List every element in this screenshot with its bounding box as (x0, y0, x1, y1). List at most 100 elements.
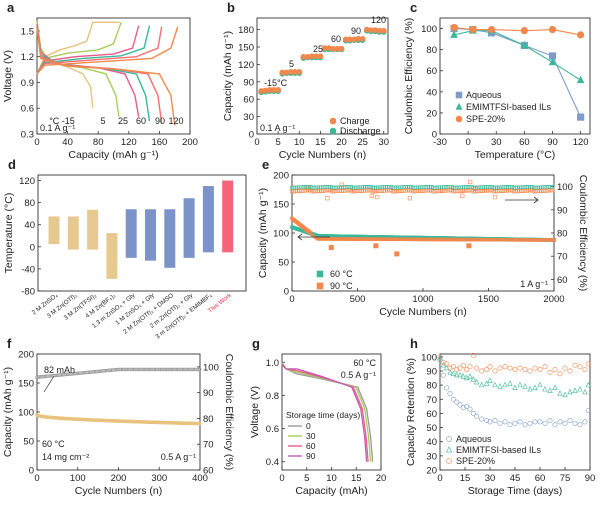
y-tick-label: 0 (284, 287, 289, 298)
data-point (567, 368, 573, 374)
data-point (562, 365, 568, 371)
data-point (517, 365, 523, 371)
ce-point (76, 371, 81, 375)
ce-point (60, 373, 65, 377)
ce-point (193, 367, 197, 372)
y-tick-label: 0 (30, 242, 35, 253)
data-point (577, 31, 585, 39)
series-line-charge (36, 26, 179, 75)
ce-point (178, 367, 182, 372)
data-point (547, 369, 553, 375)
y-axis-label: Coulombic Efficiency (%) (403, 18, 415, 135)
data-point (557, 371, 563, 377)
data-point (474, 413, 480, 419)
ce-point (78, 371, 82, 375)
y-tick-label: 70 (426, 395, 437, 406)
series-line (453, 30, 581, 81)
panel-letter: g (252, 336, 260, 351)
data-point (532, 384, 538, 391)
ce-point (90, 370, 94, 374)
ce-point (37, 375, 42, 379)
data-point (520, 40, 529, 49)
ce-point (141, 367, 146, 372)
x-tick-label: 5 (275, 137, 280, 148)
y-tick-label: 1.5 (21, 26, 34, 37)
ce-point (91, 370, 95, 374)
x-tick-label: 20 (336, 137, 347, 148)
y-tick-label: 100 (273, 229, 289, 240)
y-tick-label: 80 (24, 198, 35, 209)
panel-letter: b (227, 0, 235, 15)
data-point (450, 370, 457, 376)
data-point (577, 113, 585, 121)
temperature-annotation: 60 °C (42, 439, 65, 449)
panel-g: 0 5 10 15 20 0.4 0.6 0.8 1.0 g Capacity (mAh) Volta… (249, 336, 386, 497)
ce-point (185, 367, 190, 372)
charge-point (338, 45, 345, 52)
bar (222, 180, 234, 253)
y2-tick-label: 100 (557, 182, 573, 193)
data-point (437, 354, 443, 361)
data-point (502, 419, 508, 425)
ce-point (172, 367, 176, 372)
ce-point (80, 371, 84, 375)
data-point (537, 381, 543, 388)
capacity-outlier (394, 251, 400, 257)
data-point (532, 419, 538, 425)
panel-letter: h (410, 336, 418, 351)
data-point (522, 422, 528, 428)
y-tick-label: 0.6 (21, 104, 34, 115)
data-point (487, 26, 496, 34)
ce-point (58, 373, 62, 377)
legend-label: 90 (306, 451, 316, 461)
data-point (469, 26, 477, 34)
segment-label: -15°C (264, 78, 288, 88)
ce-point (65, 372, 70, 376)
plot-frame (37, 174, 247, 292)
ce-point (93, 369, 98, 374)
ce-point (136, 367, 141, 372)
ce-point (52, 373, 56, 378)
ce-point (183, 367, 187, 372)
data-point (527, 420, 533, 426)
data-point (450, 30, 458, 38)
segment-label: 120 (371, 15, 386, 25)
legend-marker (446, 436, 452, 442)
data-point (567, 417, 573, 423)
y-tick-label: 30 (426, 451, 437, 462)
ce-point (191, 367, 196, 372)
y-axis-label: Voltage (V) (2, 50, 14, 102)
y-tick-label: 90 (426, 366, 437, 377)
ce-point (179, 367, 183, 372)
panel-f: 0 100 200 300 400 0 50 100 150 200 60 70 80 90 100 f Cyc… (2, 336, 235, 497)
data-point (470, 352, 476, 358)
data-point (467, 406, 473, 412)
ce-point (169, 367, 174, 372)
data-point (492, 417, 498, 423)
data-point (527, 385, 533, 392)
ce-point (166, 367, 170, 372)
data-point (454, 399, 460, 405)
data-point (473, 378, 480, 385)
temperature-label: 120 (168, 116, 183, 126)
ce-point (103, 369, 108, 373)
y-tick-label: 150 (273, 200, 289, 211)
data-point (464, 367, 470, 373)
ce-point (167, 367, 171, 372)
data-point (552, 367, 558, 373)
ce-point (156, 367, 160, 372)
x-tick-label: 160 (151, 137, 167, 148)
rate-annotation: 0.1 A g⁻¹ (260, 123, 295, 133)
ce-point (173, 367, 177, 372)
ce-point (120, 367, 125, 372)
data-point (507, 422, 513, 428)
ce-point (35, 375, 39, 379)
ce-point (117, 367, 121, 372)
ce-point (134, 367, 138, 372)
data-point (460, 373, 467, 379)
x-tick-label: 120 (121, 137, 137, 148)
data-point (484, 367, 490, 373)
temperature-label: °C -15 (49, 116, 75, 126)
charge-point (359, 35, 366, 42)
temperature-annotation: 60 °C (353, 358, 376, 368)
